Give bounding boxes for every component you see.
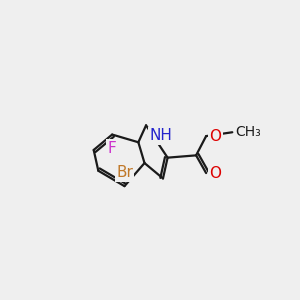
Text: CH₃: CH₃ [236, 125, 261, 139]
Text: O: O [209, 166, 221, 181]
Text: NH: NH [149, 128, 172, 143]
Text: O: O [209, 129, 221, 144]
Text: Br: Br [116, 165, 133, 180]
Text: F: F [108, 141, 116, 156]
